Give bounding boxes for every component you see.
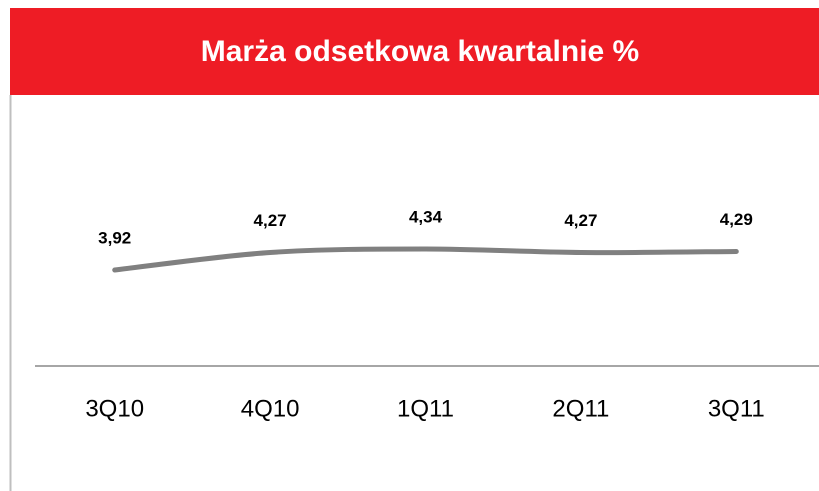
x-tick-label: 2Q11: [552, 395, 609, 422]
x-tick-label: 1Q11: [397, 395, 454, 422]
data-label: 3,92: [98, 228, 131, 247]
data-label: 4,34: [409, 207, 443, 226]
x-tick-label: 3Q10: [85, 395, 144, 422]
data-line: [112, 246, 739, 273]
data-label: 4,27: [254, 211, 287, 230]
title-banner: [10, 8, 819, 95]
x-tick-label: 3Q11: [708, 395, 765, 422]
x-tick-label: 4Q10: [241, 395, 300, 422]
chart-title: Marża odsetkowa kwartalnie %: [201, 35, 640, 68]
data-label: 4,29: [720, 210, 753, 229]
data-label: 4,27: [564, 211, 597, 230]
